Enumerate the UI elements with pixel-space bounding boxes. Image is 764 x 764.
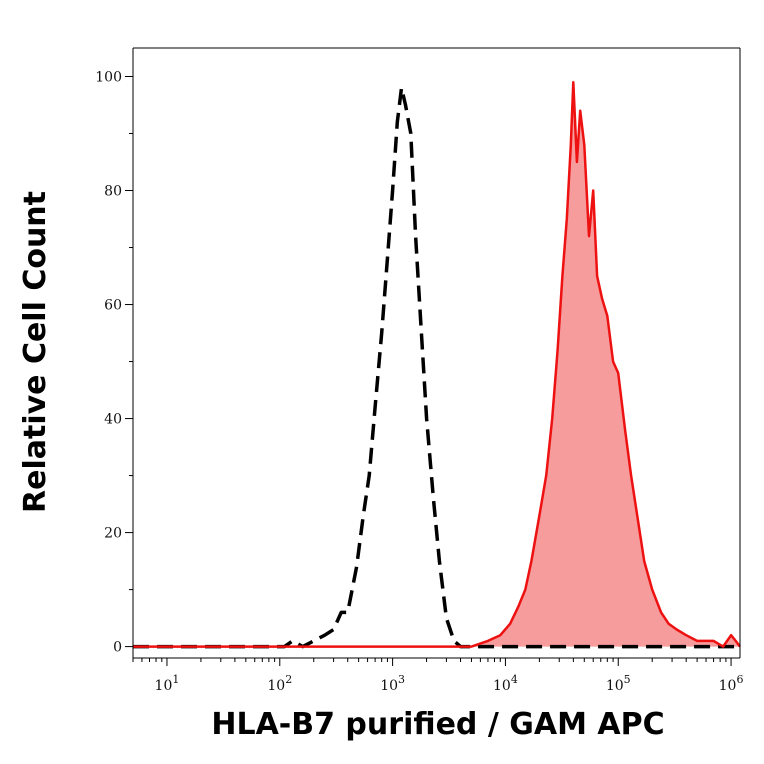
series-1-line	[133, 86, 740, 649]
x-tick-label: 103	[380, 673, 405, 694]
x-tick-label: 104	[493, 673, 518, 694]
y-tick-label: 60	[104, 298, 122, 314]
x-axis-title: HLA-B7 purified / GAM APC	[211, 707, 664, 742]
y-axis-title: Relative Cell Count	[18, 191, 53, 513]
y-tick-label: 80	[104, 184, 122, 200]
y-tick-label: 20	[104, 526, 122, 542]
x-tick-label: 106	[719, 673, 744, 694]
y-tick-label: 40	[104, 412, 122, 428]
x-axis-ticks: 101 102 103 104 105 106	[132, 658, 744, 694]
plot-frame	[132, 47, 741, 659]
y-tick-label: 100	[95, 70, 122, 86]
y-axis-ticks: 0 20 40 60 80 100	[95, 70, 133, 656]
x-tick-label: 105	[606, 673, 631, 694]
y-tick-label: 0	[113, 640, 122, 656]
series-2-line	[133, 80, 741, 648]
x-tick-label: 101	[155, 673, 180, 694]
series-line-layer	[133, 80, 741, 649]
x-tick-label: 102	[267, 673, 292, 694]
series-2-area	[133, 82, 740, 647]
series-area-layer	[133, 82, 740, 647]
